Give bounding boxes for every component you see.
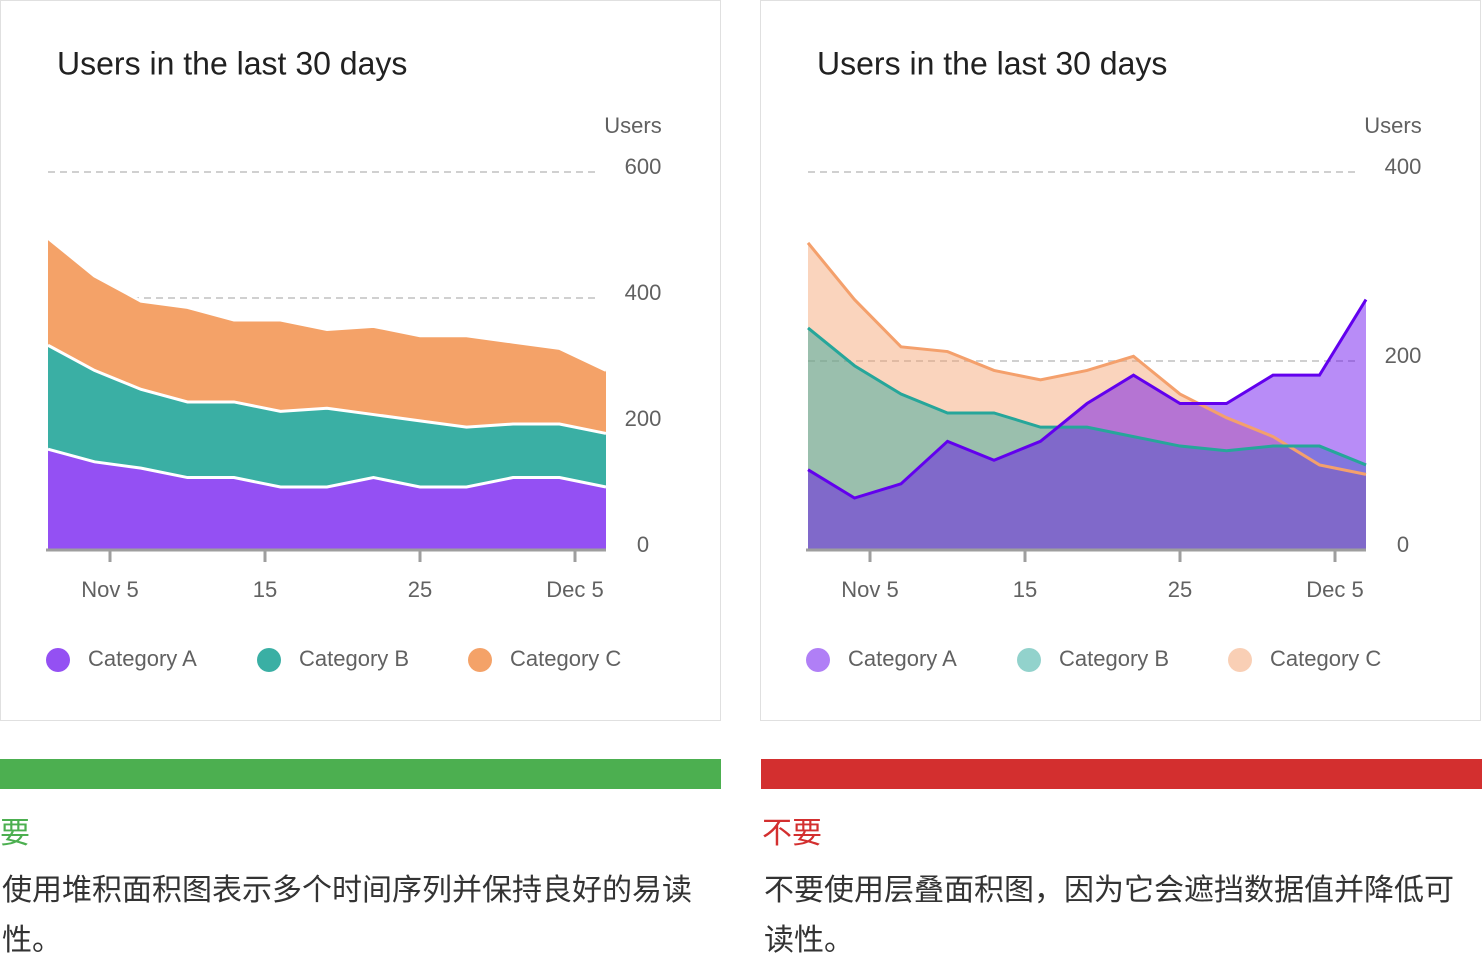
area — [48, 345, 606, 487]
chart-card: Users in the last 30 days Users 0 200 400 600… — [0, 0, 721, 721]
guidance-label: 不要 — [762, 817, 822, 850]
x-tick-label: 15 — [1013, 577, 1037, 602]
guidance-bar — [0, 759, 721, 789]
x-tick-label: Dec 5 — [1306, 577, 1363, 602]
legend-marker — [1228, 648, 1252, 672]
legend-label: Category B — [299, 646, 409, 671]
guidance-bar — [761, 759, 1482, 789]
legend-marker — [468, 648, 492, 672]
guidance-text: 使用堆积面积图表示多个时间序列并保持良好的易读性。 — [2, 874, 692, 957]
x-tick-label: Nov 5 — [81, 577, 138, 602]
y-tick-label: 600 — [625, 154, 662, 179]
area-edge — [47, 343, 607, 435]
legend-label: Category A — [848, 646, 957, 671]
x-tick-label: Nov 5 — [841, 577, 898, 602]
chart-title: Users in the last 30 days — [57, 45, 407, 81]
guidance-label: 要 — [0, 817, 30, 850]
legend-label: Category C — [510, 646, 621, 671]
x-tick-label: 25 — [1168, 577, 1192, 602]
x-tick-label: 25 — [408, 577, 432, 602]
y-axis-label: Users — [1364, 113, 1421, 138]
y-tick-label: 200 — [625, 406, 662, 431]
line — [807, 326, 1367, 467]
guidance-text: 不要使用层叠面积图，因为它会遮挡数据值并降低可读性。 — [764, 874, 1454, 957]
legend-marker — [46, 648, 70, 672]
chart-title: Users in the last 30 days — [817, 45, 1167, 81]
legend-label: Category B — [1059, 646, 1169, 671]
area — [808, 242, 1366, 550]
legend-marker — [1017, 648, 1041, 672]
y-tick-label: 200 — [1385, 343, 1422, 368]
y-axis-label: Users — [604, 113, 661, 138]
area-edge — [47, 447, 607, 489]
area — [48, 238, 606, 434]
area — [808, 327, 1366, 550]
legend-marker — [806, 648, 830, 672]
legend-marker — [257, 648, 281, 672]
area — [808, 299, 1366, 550]
x-tick-label: Dec 5 — [546, 577, 603, 602]
legend-label: Category A — [88, 646, 197, 671]
line — [807, 298, 1368, 500]
y-tick-label: 400 — [625, 280, 662, 305]
chart-card: Users in the last 30 days Users 0 200 400 Nov… — [760, 0, 1481, 721]
y-tick-label: 0 — [637, 532, 649, 557]
x-tick-label: 15 — [253, 577, 277, 602]
legend-label: Category C — [1270, 646, 1381, 671]
line — [806, 241, 1367, 476]
y-tick-label: 400 — [1385, 154, 1422, 179]
area — [48, 449, 606, 550]
area-edge — [47, 236, 607, 372]
y-tick-label: 0 — [1397, 532, 1409, 557]
